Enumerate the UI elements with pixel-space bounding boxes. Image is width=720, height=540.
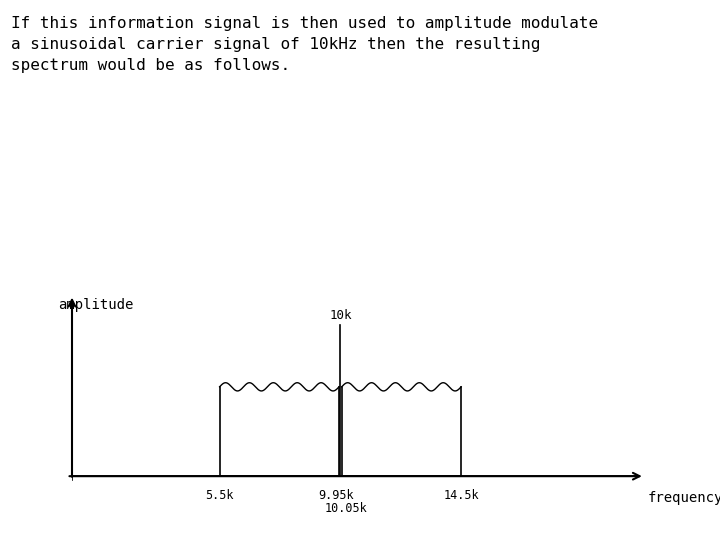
Text: If this information signal is then used to amplitude modulate
a sinusoidal carri: If this information signal is then used … [11, 16, 598, 73]
Text: frequency: frequency [647, 491, 720, 505]
Text: amplitude: amplitude [58, 298, 134, 312]
Text: 10k: 10k [329, 308, 351, 321]
Text: 9.95k: 9.95k [318, 489, 354, 502]
Text: 14.5k: 14.5k [444, 489, 479, 502]
Text: 10.05k: 10.05k [324, 502, 367, 515]
Text: 5.5k: 5.5k [205, 489, 234, 502]
